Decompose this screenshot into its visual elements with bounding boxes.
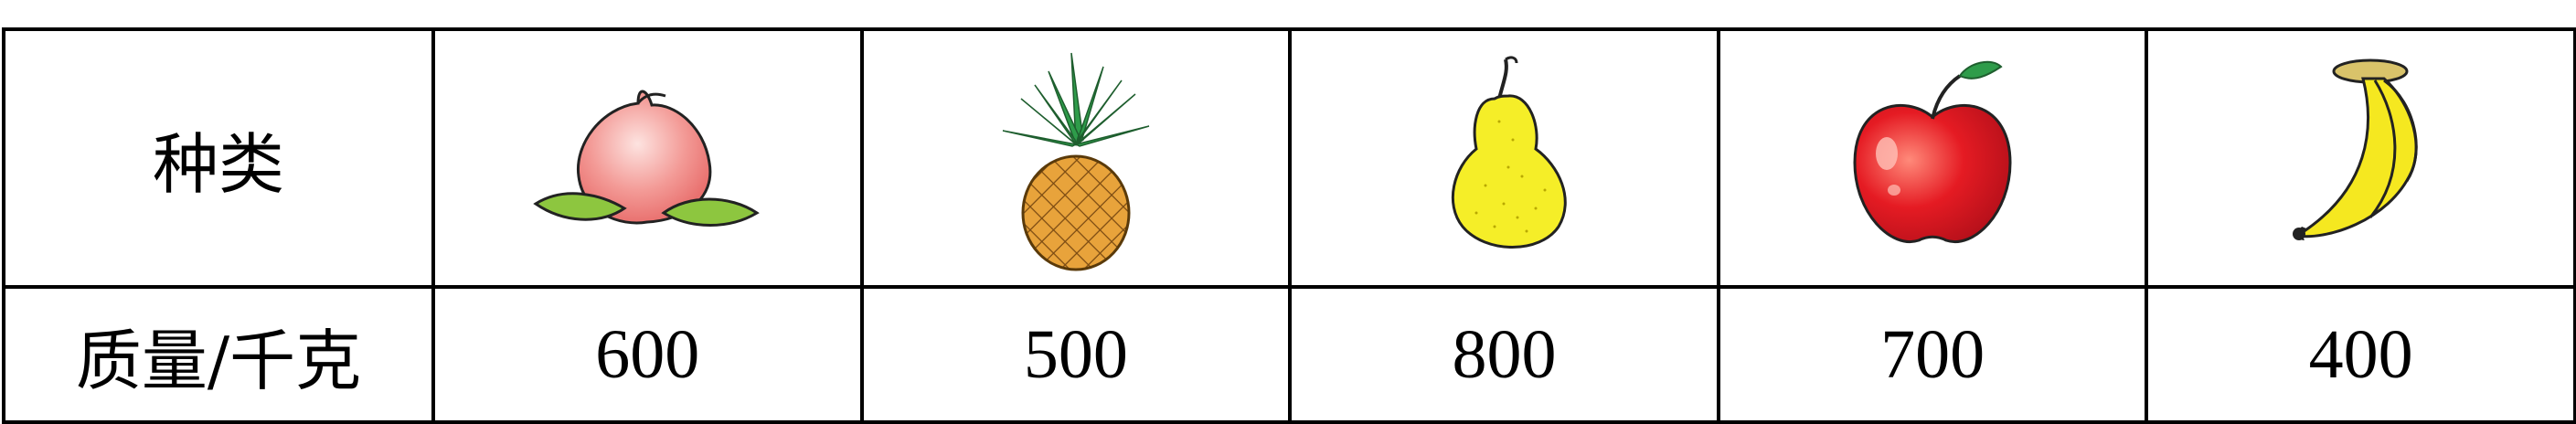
table-row-kind: 种类 xyxy=(2,27,2576,289)
mass-value: 600 xyxy=(595,315,700,393)
peach-icon xyxy=(533,90,761,227)
mass-value: 700 xyxy=(1880,315,1985,393)
mass-cell-banana: 400 xyxy=(2145,285,2576,424)
mass-cell-pineapple: 500 xyxy=(859,285,1293,424)
apple-icon xyxy=(1853,60,2012,243)
fruit-cell-banana xyxy=(2145,27,2576,289)
kind-header-cell: 种类 xyxy=(2,27,435,289)
fruit-cell-apple xyxy=(1716,27,2149,289)
mass-value: 500 xyxy=(1023,315,1128,393)
fruit-cell-peach xyxy=(431,27,864,289)
table-row-mass: 质量/千克 600 500 800 700 400 xyxy=(2,285,2576,424)
mass-cell-pear: 800 xyxy=(1288,285,1720,424)
mass-label: 质量/千克 xyxy=(75,322,362,399)
fruit-cell-pear xyxy=(1288,27,1720,289)
fruit-cell-pineapple xyxy=(859,27,1293,289)
pear-icon xyxy=(1452,56,1568,249)
mass-header-cell: 质量/千克 xyxy=(2,285,435,424)
mass-cell-apple: 700 xyxy=(1716,285,2149,424)
kind-label: 种类 xyxy=(152,125,284,203)
mass-value: 800 xyxy=(1452,315,1557,393)
mass-cell-peach: 600 xyxy=(431,285,864,424)
mass-value: 400 xyxy=(2308,315,2413,393)
banana-icon xyxy=(2292,58,2418,240)
pineapple-icon xyxy=(1002,52,1150,271)
fruit-mass-table: 种类 xyxy=(2,27,2576,424)
